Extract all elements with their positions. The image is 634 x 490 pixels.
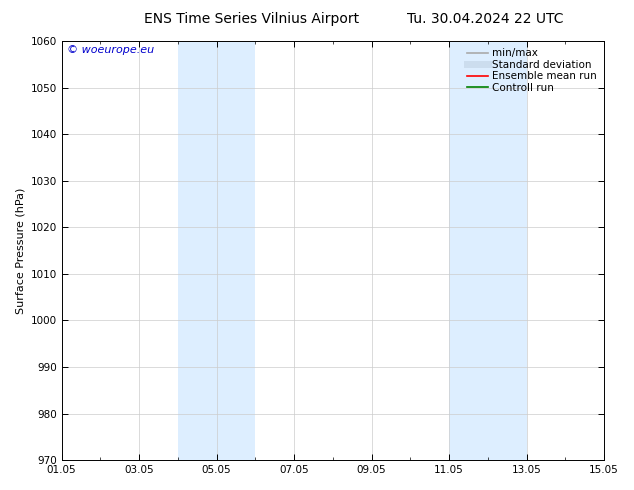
Text: © woeurope.eu: © woeurope.eu xyxy=(67,45,154,55)
Bar xyxy=(488,41,527,460)
Bar xyxy=(178,41,217,460)
Legend: min/max, Standard deviation, Ensemble mean run, Controll run: min/max, Standard deviation, Ensemble me… xyxy=(465,46,599,95)
Text: Tu. 30.04.2024 22 UTC: Tu. 30.04.2024 22 UTC xyxy=(406,12,563,26)
Y-axis label: Surface Pressure (hPa): Surface Pressure (hPa) xyxy=(15,187,25,314)
Text: ENS Time Series Vilnius Airport: ENS Time Series Vilnius Airport xyxy=(144,12,359,26)
Bar xyxy=(449,41,488,460)
Bar xyxy=(217,41,256,460)
